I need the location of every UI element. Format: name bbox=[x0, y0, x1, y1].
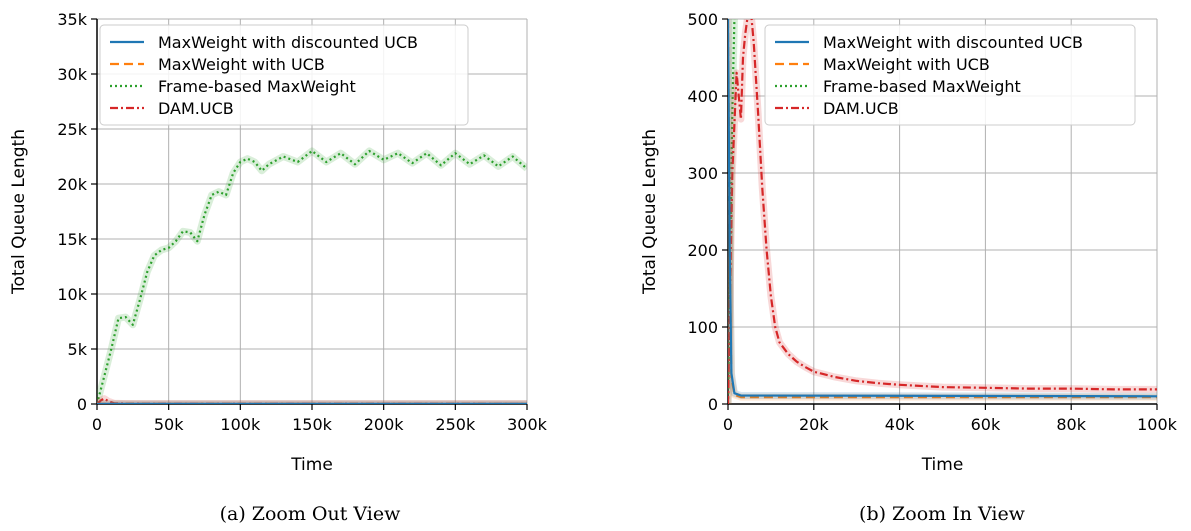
x-tick-label: 250k bbox=[435, 415, 476, 434]
x-axis-label: Time bbox=[290, 455, 333, 475]
x-tick-label: 300k bbox=[507, 415, 548, 434]
y-axis-label: Total Queue Length bbox=[9, 129, 29, 295]
x-tick-label: 50k bbox=[154, 415, 184, 434]
x-axis-label: Time bbox=[921, 455, 964, 475]
y-tick-label: 35k bbox=[57, 10, 87, 29]
legend-entry: MaxWeight with UCB bbox=[823, 55, 990, 74]
y-tick-label: 25k bbox=[57, 120, 87, 139]
x-tick-label: 0 bbox=[92, 415, 102, 434]
x-tick-label: 0 bbox=[723, 415, 733, 434]
y-tick-label: 10k bbox=[57, 285, 87, 304]
y-tick-label: 400 bbox=[687, 87, 718, 106]
y-tick-label: 0 bbox=[77, 395, 87, 414]
series-line-0 bbox=[728, 19, 1157, 398]
x-tick-label: 100k bbox=[1137, 415, 1178, 434]
y-axis-label: Total Queue Length bbox=[640, 129, 660, 295]
legend: MaxWeight with discounted UCB MaxWeight w… bbox=[99, 24, 469, 126]
y-tick-label: 20k bbox=[57, 175, 87, 194]
x-tick-label: 200k bbox=[364, 415, 405, 434]
y-tick-label: 15k bbox=[57, 230, 87, 249]
figure-caption: (b) Zoom In View bbox=[859, 503, 1026, 525]
series-line-3 bbox=[728, 19, 1157, 404]
legend-entry: Frame-based MaxWeight bbox=[823, 77, 1021, 96]
y-tick-label: 200 bbox=[687, 241, 718, 260]
x-tick-label: 80k bbox=[1056, 415, 1086, 434]
y-tick-label: 5k bbox=[68, 340, 88, 359]
chart-panel-1: 0 50k 100k 150k 200k 250k 300k 0 5k 10k 15k 20k 25k 3… bbox=[9, 10, 548, 525]
x-tick-label: 100k bbox=[220, 415, 261, 434]
legend-entry: DAM.UCB bbox=[158, 99, 234, 118]
x-tick-label: 150k bbox=[292, 415, 333, 434]
x-tick-label: 40k bbox=[885, 415, 915, 434]
y-tick-label: 30k bbox=[57, 65, 87, 84]
series-group bbox=[728, 19, 1157, 404]
legend-entry: Frame-based MaxWeight bbox=[158, 77, 356, 96]
y-tick-label: 100 bbox=[687, 318, 718, 337]
y-tick-label: 500 bbox=[687, 10, 718, 29]
series-group bbox=[97, 147, 527, 404]
y-tick-label: 0 bbox=[708, 395, 718, 414]
series-line-2 bbox=[97, 149, 527, 404]
legend-entry: MaxWeight with discounted UCB bbox=[158, 33, 418, 52]
y-tick-label: 300 bbox=[687, 164, 718, 183]
legend-entry: MaxWeight with UCB bbox=[158, 55, 325, 74]
legend-entry: DAM.UCB bbox=[823, 99, 899, 118]
figure-caption: (a) Zoom Out View bbox=[220, 503, 402, 525]
legend-box bbox=[764, 24, 1136, 126]
legend-box bbox=[99, 24, 469, 126]
legend: MaxWeight with discounted UCB MaxWeight w… bbox=[764, 24, 1136, 126]
x-tick-label: 60k bbox=[971, 415, 1001, 434]
x-tick-label: 20k bbox=[799, 415, 829, 434]
legend-entry: MaxWeight with discounted UCB bbox=[823, 33, 1083, 52]
chart-panel-2: 0 20k 40k 60k 80k 100k 0 100 200 300 400 500 Time Tot… bbox=[640, 10, 1178, 525]
